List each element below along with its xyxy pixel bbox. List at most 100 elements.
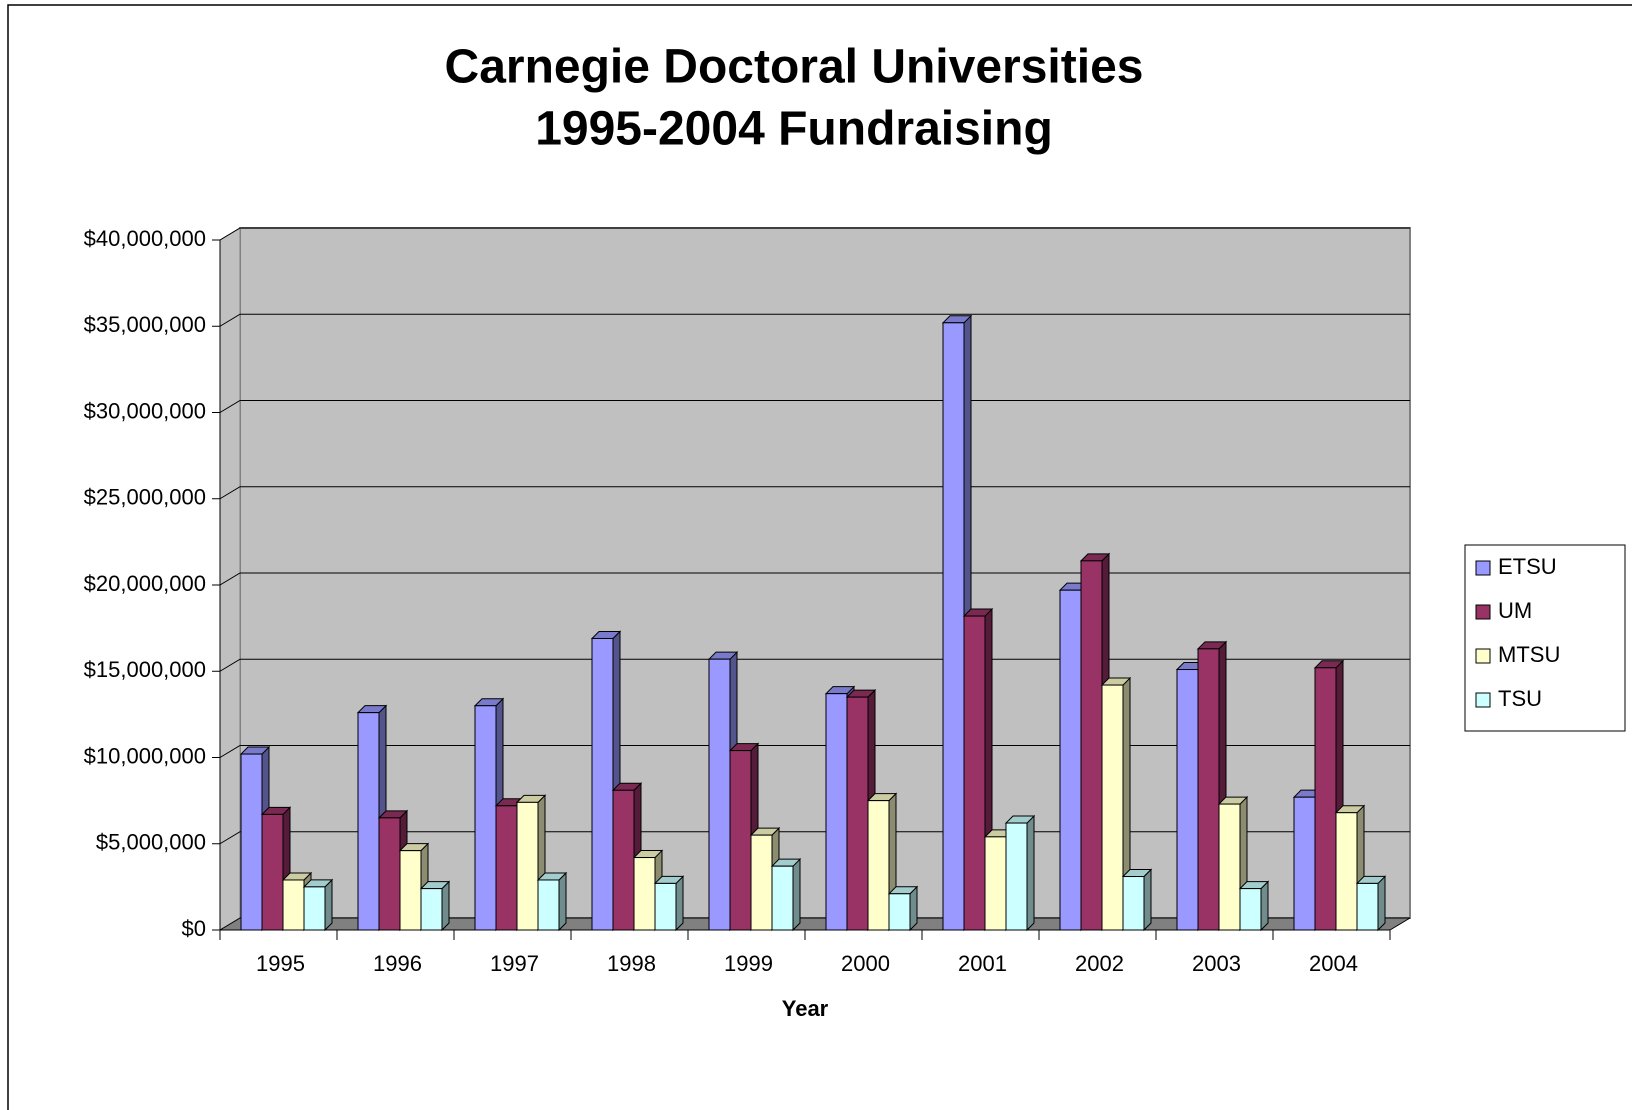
bar-side bbox=[1260, 880, 1269, 932]
bar bbox=[419, 880, 451, 932]
bar bbox=[1313, 659, 1345, 932]
bar-front bbox=[750, 834, 773, 931]
x-tick-label: 2000 bbox=[841, 951, 890, 976]
bar-front bbox=[942, 322, 965, 931]
x-tick-label: 1997 bbox=[490, 951, 539, 976]
x-axis-depth bbox=[1389, 917, 1411, 931]
bar-front bbox=[846, 696, 869, 931]
bar bbox=[1004, 814, 1036, 932]
bar-front bbox=[1059, 589, 1082, 931]
bar-side bbox=[558, 871, 567, 932]
legend-box bbox=[1464, 544, 1626, 732]
bar-front bbox=[261, 813, 284, 931]
x-tick-label: 2003 bbox=[1192, 951, 1241, 976]
bar-front bbox=[537, 879, 560, 931]
bar-front bbox=[282, 879, 305, 931]
grid-line bbox=[219, 400, 1410, 413]
x-tick-label: 2001 bbox=[958, 951, 1007, 976]
grid-line bbox=[219, 745, 1410, 758]
x-tick-label: 1998 bbox=[607, 951, 656, 976]
grid-line bbox=[219, 313, 1410, 327]
y-tick-label: $35,000,000 bbox=[84, 312, 206, 337]
grid-line bbox=[219, 572, 1410, 586]
bar-front bbox=[516, 801, 539, 931]
bar-side bbox=[1026, 814, 1035, 932]
bar-front bbox=[378, 817, 401, 931]
bar-side bbox=[792, 857, 801, 932]
x-tick-label: 2004 bbox=[1309, 951, 1358, 976]
bar-front bbox=[1005, 822, 1028, 931]
bar-front bbox=[708, 658, 731, 931]
bar-front bbox=[1356, 882, 1379, 931]
y-tick-label: $0 bbox=[182, 916, 206, 941]
bar-front bbox=[1218, 803, 1241, 931]
legend-label: MTSU bbox=[1498, 642, 1560, 667]
bar-front bbox=[867, 800, 890, 931]
bar-front bbox=[495, 805, 518, 931]
chart-title: 1995-2004 Fundraising bbox=[535, 103, 1053, 156]
bar bbox=[1196, 640, 1228, 932]
bar bbox=[536, 871, 568, 932]
bar bbox=[1355, 875, 1387, 932]
x-tick-label: 1999 bbox=[724, 951, 773, 976]
y-tick-label: $20,000,000 bbox=[84, 571, 206, 596]
bar-side bbox=[675, 875, 684, 932]
x-tick-label: 1995 bbox=[256, 951, 305, 976]
bar-side bbox=[324, 878, 333, 932]
bar-front bbox=[963, 615, 986, 931]
x-tick-label: 1996 bbox=[373, 951, 422, 976]
bar bbox=[473, 697, 505, 932]
bar-front bbox=[612, 789, 635, 931]
grid-line bbox=[219, 227, 1410, 241]
legend-swatch bbox=[1475, 692, 1491, 708]
bar-front bbox=[825, 693, 848, 931]
bar-side bbox=[441, 880, 450, 932]
grid-line bbox=[219, 486, 1410, 500]
bar-front bbox=[1197, 648, 1220, 931]
y-tick-label: $30,000,000 bbox=[84, 398, 206, 423]
bar bbox=[866, 792, 898, 932]
bar-front bbox=[420, 888, 443, 931]
x-tick-label: 2002 bbox=[1075, 951, 1124, 976]
legend-swatch bbox=[1475, 648, 1491, 664]
x-axis-label: Year bbox=[782, 996, 829, 1021]
bar-front bbox=[1239, 888, 1262, 931]
bar-front bbox=[357, 712, 380, 931]
bar-front bbox=[240, 753, 263, 931]
y-tick-label: $15,000,000 bbox=[84, 657, 206, 682]
y-tick-label: $25,000,000 bbox=[84, 485, 206, 510]
legend-swatch bbox=[1475, 560, 1491, 576]
bar-side bbox=[1377, 875, 1386, 932]
bar-front bbox=[474, 705, 497, 931]
bar-front bbox=[888, 893, 911, 931]
bar-front bbox=[984, 836, 1007, 931]
bar bbox=[770, 857, 802, 932]
y-tick-label: $5,000,000 bbox=[96, 830, 206, 855]
bar bbox=[1100, 676, 1132, 932]
bar-front bbox=[633, 857, 656, 931]
grid-line bbox=[219, 658, 1410, 672]
bar bbox=[239, 745, 271, 932]
legend-swatch bbox=[1475, 604, 1491, 620]
bar-front bbox=[1314, 667, 1337, 931]
legend-label: ETSU bbox=[1498, 554, 1557, 579]
bar-front bbox=[591, 637, 614, 931]
bar-front bbox=[1080, 560, 1103, 931]
bar bbox=[1121, 868, 1153, 932]
legend-label: UM bbox=[1498, 598, 1532, 623]
bar-front bbox=[399, 850, 422, 931]
bar bbox=[653, 875, 685, 932]
bar-front bbox=[1293, 796, 1316, 931]
legend-label: TSU bbox=[1498, 686, 1542, 711]
bar-front bbox=[771, 865, 794, 931]
y-tick-label: $40,000,000 bbox=[84, 226, 206, 251]
bar-side bbox=[1143, 868, 1152, 932]
y-tick-label: $10,000,000 bbox=[84, 743, 206, 768]
bar-front bbox=[303, 886, 326, 931]
bar-front bbox=[1335, 812, 1358, 931]
bar-front bbox=[1122, 876, 1145, 931]
bar-front bbox=[1101, 684, 1124, 931]
chart-title: Carnegie Doctoral Universities bbox=[445, 41, 1144, 94]
bar bbox=[302, 878, 334, 932]
